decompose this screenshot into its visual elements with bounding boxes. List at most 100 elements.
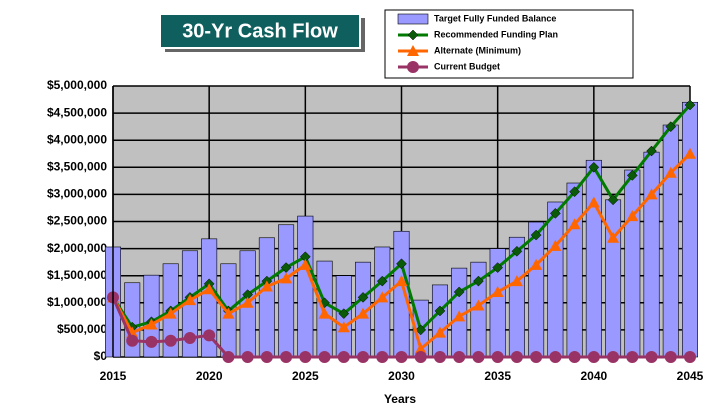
legend-label: Current Budget [434, 61, 500, 71]
marker [626, 170, 638, 181]
marker [395, 351, 408, 363]
y-tick-label: $500,000 [57, 322, 107, 336]
marker [453, 310, 466, 322]
marker [126, 334, 139, 347]
marker [626, 351, 639, 363]
marker [164, 334, 177, 347]
marker [646, 145, 657, 157]
marker [241, 296, 254, 308]
marker [550, 208, 561, 219]
marker [664, 351, 677, 363]
marker [145, 335, 158, 348]
marker [684, 351, 696, 363]
x-tick-label: 2030 [388, 369, 415, 383]
y-tick-label: $5,000,000 [47, 78, 107, 92]
marker [433, 326, 446, 338]
marker [645, 351, 658, 363]
marker [473, 275, 484, 287]
marker [260, 351, 273, 363]
y-tick-label: $2,000,000 [47, 241, 107, 255]
marker [510, 275, 523, 287]
bar [297, 215, 314, 358]
y-tick-label: $2,500,000 [47, 214, 107, 228]
marker [299, 351, 312, 363]
marker [607, 231, 620, 243]
marker [203, 283, 216, 295]
bar [431, 284, 448, 358]
marker [376, 275, 388, 287]
marker [568, 218, 581, 230]
marker [299, 258, 312, 270]
y-tick-label: $3,000,000 [47, 187, 107, 201]
title-box [159, 13, 361, 49]
marker [357, 292, 369, 303]
marker [222, 351, 235, 363]
bar [682, 101, 698, 358]
marker [164, 307, 177, 319]
y-tick-label: $0 [94, 349, 108, 363]
chart-title: 30-Yr Cash Flow [182, 20, 338, 42]
bar [278, 224, 295, 358]
marker [318, 351, 331, 363]
y-tick-label: $3,500,000 [47, 159, 107, 173]
bar [393, 230, 410, 358]
marker [684, 99, 696, 111]
marker [280, 272, 293, 284]
marker [318, 307, 331, 319]
marker [415, 324, 427, 336]
legend-marker [407, 29, 419, 41]
marker [357, 351, 370, 363]
legend-marker [407, 45, 419, 56]
y-tick-label: $4,500,000 [47, 105, 107, 119]
marker [280, 351, 293, 363]
marker [357, 307, 370, 319]
marker [376, 291, 389, 303]
marker [241, 351, 254, 363]
marker [530, 351, 543, 363]
marker [569, 186, 580, 198]
marker [491, 351, 504, 363]
x-tick-label: 2040 [580, 369, 607, 383]
legend-label: Alternate (Minimum) [434, 45, 521, 55]
marker [414, 351, 427, 363]
marker [395, 275, 408, 287]
marker [607, 351, 620, 363]
marker [260, 280, 273, 292]
legend-marker [407, 61, 419, 73]
bar [528, 221, 545, 358]
legend-swatch [397, 13, 429, 25]
marker [549, 239, 562, 251]
marker [338, 308, 350, 319]
marker [607, 194, 619, 206]
x-tick-label: 2045 [677, 369, 704, 383]
marker [510, 351, 523, 363]
marker [183, 294, 196, 306]
marker [414, 342, 427, 354]
marker [222, 307, 235, 319]
marker [453, 286, 465, 298]
marker [587, 351, 600, 363]
x-tick-label: 2020 [196, 369, 223, 383]
marker [511, 245, 523, 257]
marker [434, 305, 446, 317]
bar [258, 237, 275, 358]
bar [547, 201, 564, 358]
legend-label: Target Fully Funded Balance [434, 13, 556, 23]
marker [376, 351, 389, 363]
marker [587, 196, 600, 208]
legend-label: Recommended Funding Plan [434, 29, 558, 39]
marker [665, 121, 677, 133]
x-axis-label: Years [384, 392, 416, 406]
marker [645, 188, 658, 200]
y-tick-label: $4,000,000 [47, 132, 107, 146]
marker [492, 262, 504, 273]
marker [549, 351, 562, 363]
marker [337, 351, 350, 363]
marker [453, 351, 466, 363]
marker [396, 258, 407, 270]
marker [530, 229, 542, 241]
marker [183, 332, 196, 345]
marker [472, 299, 485, 311]
marker [530, 258, 543, 270]
